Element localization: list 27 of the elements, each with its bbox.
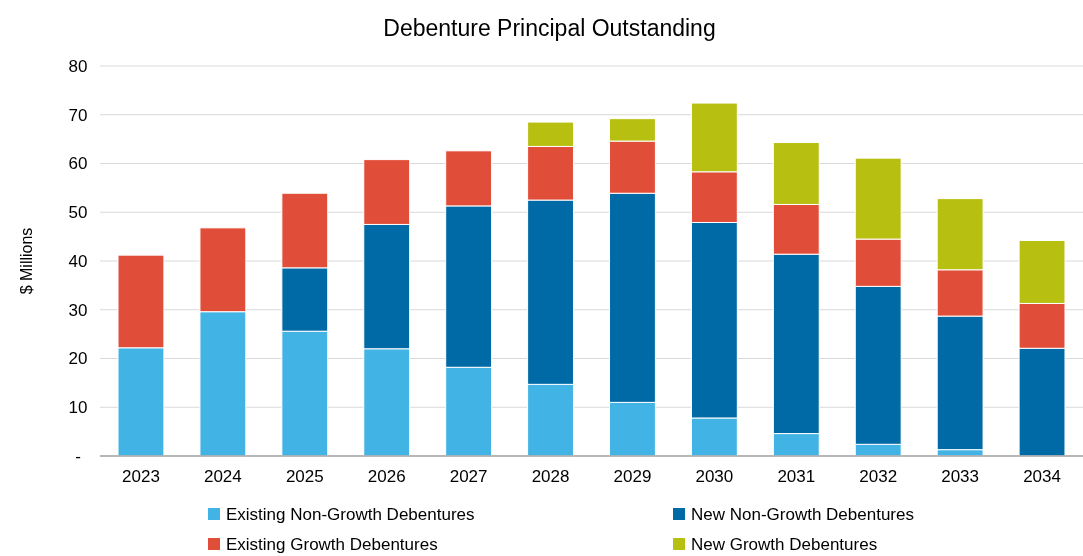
x-tick-label: 2025 [285, 467, 324, 486]
x-tick-label: 2028 [531, 467, 570, 486]
y-tick-label: - [75, 446, 81, 466]
x-tick-label: 2026 [367, 467, 406, 486]
y-tick-label: 60 [68, 154, 88, 174]
legend-label: New Growth Debentures [691, 534, 878, 554]
x-tick-label: 2033 [941, 467, 980, 486]
legend-label: New Non-Growth Debentures [691, 504, 914, 524]
y-tick-label: 30 [68, 300, 88, 320]
x-tick-label: 2029 [613, 467, 652, 486]
x-tick-label: 2027 [449, 467, 488, 486]
y-axis-title: $ Millions [18, 227, 35, 295]
y-tick-label: 10 [68, 398, 88, 418]
legend-label: Existing Non-Growth Debentures [226, 504, 475, 524]
y-tick-label: 70 [68, 105, 88, 125]
chart-title: Debenture Principal Outstanding [383, 15, 716, 41]
y-tick-label: 50 [68, 203, 88, 223]
legend-label: Existing Growth Debentures [226, 534, 438, 554]
y-tick-label: 80 [68, 56, 88, 76]
x-tick-label: 2023 [122, 467, 160, 486]
x-tick-label: 2030 [695, 467, 734, 486]
x-tick-label: 2024 [203, 467, 242, 486]
x-tick-label: 2032 [859, 467, 898, 486]
y-tick-label: 40 [68, 251, 88, 271]
x-tick-label: 2031 [777, 467, 816, 486]
y-tick-label: 20 [68, 349, 88, 369]
x-tick-label: 2034 [1023, 467, 1061, 486]
